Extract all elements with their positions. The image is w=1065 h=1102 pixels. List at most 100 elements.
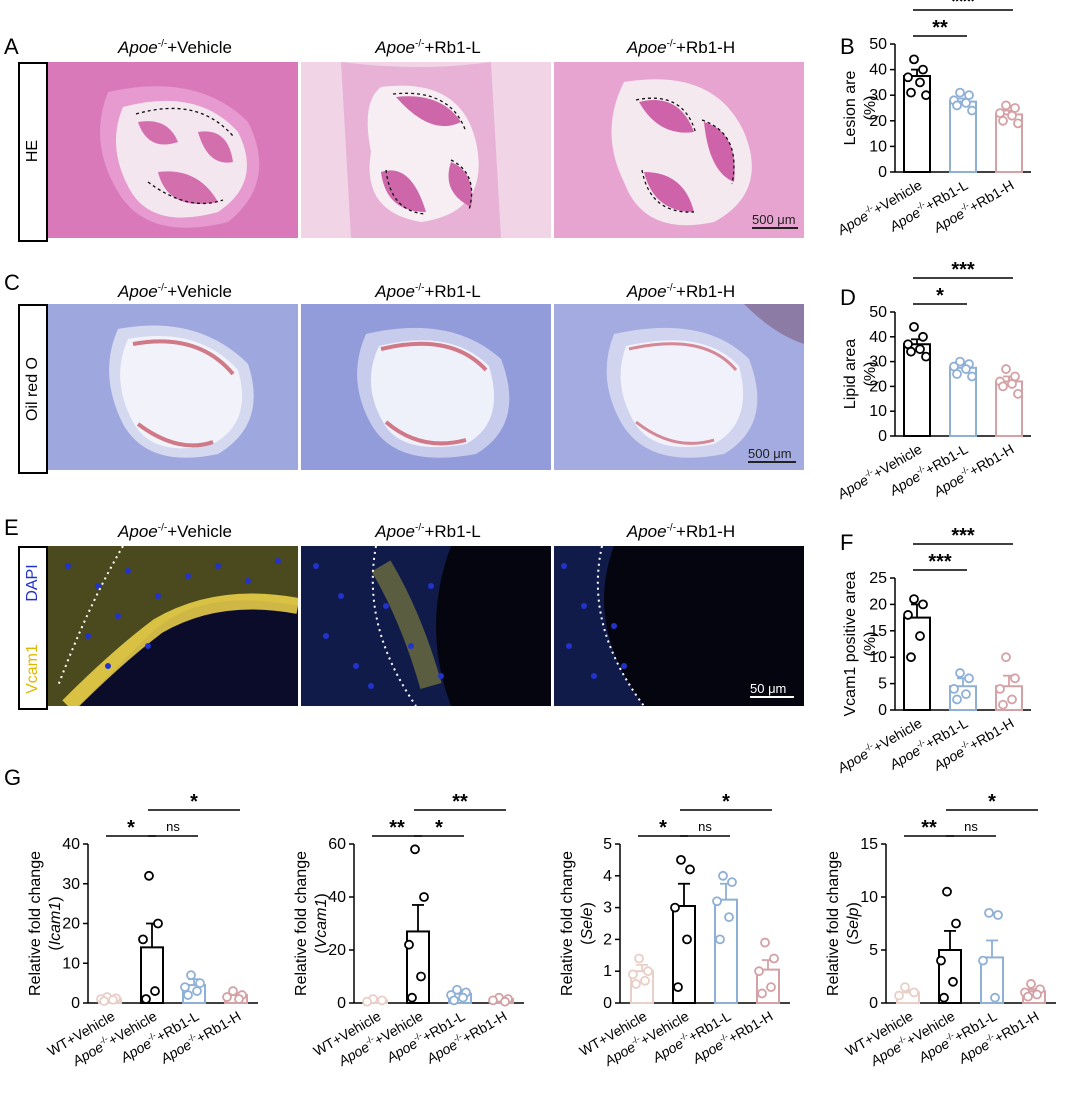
sig-label: *** xyxy=(951,525,975,547)
data-point xyxy=(1023,991,1033,1002)
micrograph-if-rb1h: 50 μm xyxy=(554,546,804,706)
y-tick-label: 40 xyxy=(62,836,80,853)
data-point xyxy=(685,864,695,875)
data-point xyxy=(757,988,767,999)
y-tick-label: 3 xyxy=(603,900,612,917)
sig-label: * xyxy=(722,791,730,813)
data-point xyxy=(222,992,232,1002)
micrograph-he-rb1h: 500 μm xyxy=(554,62,804,238)
data-point xyxy=(921,351,931,362)
data-point xyxy=(978,955,988,966)
micrograph-he-rb1l-art xyxy=(301,62,551,238)
data-point xyxy=(1026,979,1036,989)
data-point xyxy=(715,934,725,945)
y-tick-label: 30 xyxy=(869,354,887,371)
y-tick-label: 2 xyxy=(603,931,612,948)
data-point xyxy=(998,381,1008,392)
sig-label: *** xyxy=(951,262,975,281)
y-tick-label: 30 xyxy=(869,87,887,104)
data-point xyxy=(1010,673,1020,684)
data-point xyxy=(909,321,919,332)
sig-label: ** xyxy=(932,17,948,39)
data-point xyxy=(1001,652,1011,663)
data-point xyxy=(952,694,962,705)
micrograph-if-vehicle-art xyxy=(48,546,298,706)
sig-label: * xyxy=(988,791,996,813)
micrograph-he-vehicle xyxy=(48,62,298,238)
stain-box-oil: Oil red O xyxy=(18,304,48,474)
sig-label: * xyxy=(936,285,944,307)
data-point xyxy=(998,699,1008,710)
data-point xyxy=(99,996,109,1006)
stain-box-if: DAPI Vcam1 xyxy=(18,546,48,710)
panel-letter-f: F xyxy=(840,530,854,555)
y-tick-label: 4 xyxy=(603,868,612,885)
data-point xyxy=(903,610,913,620)
micrograph-if-vehicle xyxy=(48,546,298,706)
y-tick-label: 20 xyxy=(869,378,887,395)
y-tick-label: 20 xyxy=(62,916,80,933)
col-title-c-rb1h: Apoe-/-+Rb1-H xyxy=(626,282,736,301)
panel-letter-e: E xyxy=(4,515,19,540)
micrograph-he-rb1h-art xyxy=(554,62,804,238)
y-tick-label: 5 xyxy=(878,676,887,693)
sig-label: ** xyxy=(452,791,468,813)
col-title-c-rb1l: Apoe-/-+Rb1-L xyxy=(375,282,481,301)
data-point xyxy=(410,844,420,855)
y-tick-label: 25 xyxy=(869,570,887,587)
data-point xyxy=(153,918,163,929)
data-point xyxy=(150,986,160,996)
data-point xyxy=(906,87,916,98)
data-point xyxy=(404,939,414,950)
sig-label: * xyxy=(435,817,443,839)
data-point xyxy=(180,982,190,993)
data-point xyxy=(144,870,154,881)
data-point xyxy=(449,995,459,1006)
micrograph-if-rb1h-art xyxy=(554,546,804,706)
sig-label: ns xyxy=(698,819,712,834)
data-point xyxy=(909,594,919,605)
data-point xyxy=(1007,694,1017,705)
data-point xyxy=(192,986,202,996)
data-point xyxy=(915,77,925,88)
sig-label: * xyxy=(659,817,667,839)
data-point xyxy=(900,982,910,993)
data-point xyxy=(634,953,644,964)
data-point xyxy=(990,992,1000,1003)
col-title-a-vehicle: Apoe-/-+Vehicle xyxy=(118,38,232,57)
sig-label: ns xyxy=(964,819,978,834)
data-point xyxy=(628,969,638,980)
data-point xyxy=(967,371,977,382)
micrograph-if-rb1l-art xyxy=(301,546,551,706)
data-point xyxy=(1001,100,1011,111)
micrograph-if-rb1l xyxy=(301,546,551,706)
y-tick-label: 0 xyxy=(869,995,878,1012)
y-tick-label: 10 xyxy=(860,889,878,906)
y-axis-label: Relative fold change (Vcam1) xyxy=(293,851,330,996)
scale-bar-he: 500 μm xyxy=(752,212,798,229)
data-point xyxy=(951,918,961,929)
data-point xyxy=(949,683,959,694)
data-point xyxy=(754,966,764,977)
data-point xyxy=(643,966,653,977)
sig-label: ** xyxy=(389,817,405,839)
y-tick-label: 1 xyxy=(603,963,612,980)
sig-label: * xyxy=(127,817,135,839)
y-tick-label: 60 xyxy=(328,836,346,853)
scale-bar-if: 50 μm xyxy=(750,681,794,698)
col-title-a-rb1l: Apoe-/-+Rb1-L xyxy=(375,38,481,57)
data-point xyxy=(903,72,913,83)
data-point xyxy=(993,910,1003,920)
data-point xyxy=(995,683,1005,694)
data-point xyxy=(766,982,776,993)
stain-label-oil: Oil red O xyxy=(24,357,41,422)
data-point xyxy=(362,996,372,1007)
col-title-e-vehicle: Apoe-/-+Vehicle xyxy=(118,522,232,541)
micrograph-oil-vehicle-art xyxy=(48,304,298,470)
data-point xyxy=(670,902,680,913)
data-point xyxy=(942,886,952,897)
